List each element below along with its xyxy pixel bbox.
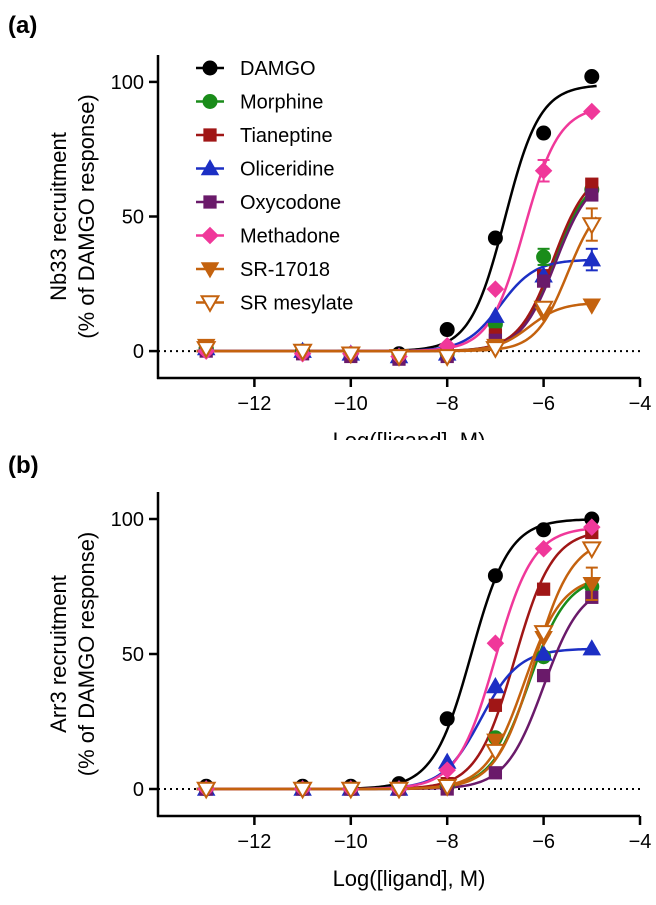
x-tick-label: −4 bbox=[629, 393, 652, 415]
y-tick-label: 50 bbox=[122, 644, 144, 666]
data-point-sr-mesylate bbox=[485, 341, 506, 359]
data-point-oxycodone bbox=[536, 274, 551, 288]
data-point-tianeptine bbox=[536, 582, 551, 596]
x-tick-label: −10 bbox=[334, 831, 368, 853]
data-point-damgo bbox=[536, 125, 552, 141]
fit-curve-oliceridine bbox=[196, 647, 597, 791]
data-point-sr-mesylate bbox=[437, 349, 458, 367]
data-point-sr-mesylate bbox=[485, 743, 506, 762]
data-point-sr-mesylate bbox=[388, 349, 410, 367]
data-point-sr-17018 bbox=[486, 733, 505, 750]
x-tick-label: −8 bbox=[436, 831, 459, 853]
panel-a: (a) 0 50 100 −12 −10 −8 −6 −4 Log([ligand], M) Nb… bbox=[0, 0, 656, 453]
x-tick-label: −6 bbox=[532, 831, 555, 853]
data-point-damgo bbox=[487, 568, 503, 584]
x-tick-label: −12 bbox=[237, 393, 271, 415]
y-axis-label: Arr3 recruitment bbox=[46, 575, 71, 733]
legend-label-morphine: Morphine bbox=[240, 92, 323, 114]
y-tick-label: 100 bbox=[111, 72, 144, 94]
data-point-methadone bbox=[486, 634, 505, 652]
legend-marker-oxycodone bbox=[203, 195, 217, 209]
x-tick-label: −12 bbox=[237, 831, 271, 853]
data-point-methadone bbox=[534, 161, 553, 180]
fit-curve-morphine bbox=[196, 580, 598, 791]
data-point-damgo bbox=[439, 322, 455, 338]
legend-marker-sr-17018 bbox=[200, 262, 220, 279]
x-tick-label: −6 bbox=[532, 393, 555, 415]
data-point-sr-mesylate bbox=[437, 779, 458, 797]
data-point-sr-mesylate bbox=[340, 781, 361, 800]
y-tick-label: 0 bbox=[133, 341, 144, 363]
data-point-oliceridine bbox=[486, 306, 505, 323]
chart-b: 0 50 100 −12 −10 −8 −6 −4 Log([ligand], M) Arr3 r… bbox=[46, 492, 652, 891]
data-point-sr-mesylate bbox=[292, 343, 313, 362]
chart-a: 0 50 100 −12 −10 −8 −6 −4 Log([ligand], M) Nb33 r… bbox=[46, 55, 652, 453]
data-point-methadone bbox=[534, 539, 553, 558]
data-point-methadone bbox=[438, 761, 456, 779]
legend-marker-damgo bbox=[202, 60, 218, 76]
panel-b: (b) 0 50 100 −12 −10 −8 −6 −4 Log([ligand], M) Ar… bbox=[0, 440, 656, 900]
data-point-oliceridine bbox=[582, 639, 602, 656]
data-point-sr-mesylate bbox=[533, 625, 554, 643]
data-point-sr-mesylate bbox=[292, 781, 313, 800]
legend-marker-sr-mesylate bbox=[199, 295, 221, 313]
x-tick-label: −10 bbox=[334, 393, 368, 415]
y-axis-label: Nb33 recruitment bbox=[46, 132, 71, 301]
legend-label-sr-17018: SR-17018 bbox=[240, 259, 330, 281]
data-point-sr-mesylate bbox=[196, 341, 217, 359]
data-point-oliceridine bbox=[534, 644, 553, 661]
data-point-damgo bbox=[487, 230, 503, 246]
data-point-sr-mesylate bbox=[581, 541, 602, 560]
data-point-oliceridine bbox=[486, 676, 505, 694]
y-tick-label: 50 bbox=[122, 207, 144, 229]
data-point-oxycodone bbox=[585, 188, 599, 202]
data-point-oliceridine bbox=[582, 250, 602, 267]
y-tick-label: 0 bbox=[133, 779, 144, 801]
x-tick-label: −8 bbox=[436, 393, 459, 415]
x-axis-label: Log([ligand], M) bbox=[333, 866, 486, 891]
data-point-sr-17018 bbox=[582, 577, 602, 594]
fit-curve-sr-17018 bbox=[196, 579, 597, 791]
legend-marker-methadone bbox=[201, 226, 219, 245]
legend-marker-oliceridine bbox=[200, 159, 220, 176]
data-point-damgo bbox=[536, 522, 552, 538]
legend-marker-tianeptine bbox=[203, 128, 217, 142]
legend-label-tianeptine: Tianeptine bbox=[240, 125, 333, 147]
data-point-morphine bbox=[536, 249, 552, 265]
data-point-tianeptine bbox=[488, 698, 503, 712]
data-point-sr-mesylate bbox=[388, 781, 410, 800]
y-axis-label: (% of DAMGO response) bbox=[74, 532, 99, 777]
data-point-damgo bbox=[584, 69, 600, 85]
panel-b-label: (b) bbox=[8, 452, 39, 479]
legend-marker-morphine bbox=[202, 94, 218, 109]
data-point-sr-mesylate bbox=[533, 300, 554, 319]
data-point-sr-mesylate bbox=[196, 781, 217, 800]
data-point-oxycodone bbox=[536, 668, 551, 683]
legend-label-damgo: DAMGO bbox=[240, 58, 316, 80]
panel-a-label: (a) bbox=[8, 12, 38, 39]
legend-label-oliceridine: Oliceridine bbox=[240, 159, 334, 181]
data-point-damgo bbox=[439, 711, 455, 727]
data-point-methadone bbox=[583, 102, 601, 121]
data-point-sr-mesylate bbox=[340, 346, 361, 365]
data-point-methadone bbox=[486, 280, 505, 298]
data-point-oxycodone bbox=[488, 766, 503, 780]
fit-curve-sr-mesylate bbox=[196, 545, 598, 791]
fit-curve-oxycodone bbox=[196, 594, 598, 791]
data-point-sr-mesylate bbox=[581, 217, 602, 235]
legend-label-sr-mesylate: SR mesylate bbox=[240, 293, 353, 315]
data-point-sr-17018 bbox=[582, 298, 602, 315]
x-tick-label: −4 bbox=[629, 831, 652, 853]
x-axis-label: Log([ligand], M) bbox=[333, 428, 486, 440]
legend-label-methadone: Methadone bbox=[240, 226, 340, 248]
y-axis-label: (% of DAMGO response) bbox=[74, 94, 99, 339]
y-tick-label: 100 bbox=[111, 509, 144, 531]
data-point-methadone bbox=[583, 518, 601, 536]
legend-label-oxycodone: Oxycodone bbox=[240, 192, 341, 214]
